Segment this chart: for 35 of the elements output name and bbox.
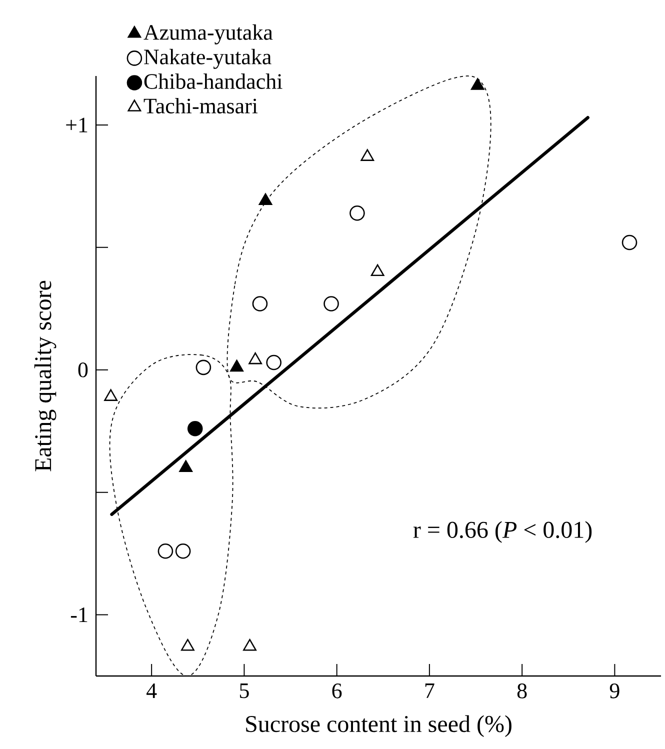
point	[470, 78, 484, 90]
point	[158, 543, 174, 559]
y-axis-title: Eating quality score	[34, 280, 56, 472]
point	[187, 421, 203, 436]
legend-label: Chiba-handachi	[144, 73, 282, 89]
point	[196, 360, 212, 376]
point	[370, 264, 384, 276]
x-tick-label: 4	[146, 684, 157, 698]
y-tick-label: -1	[70, 608, 88, 622]
legend-label: Tachi-masari	[144, 98, 258, 114]
x-tick-label: 7	[425, 684, 434, 698]
x-tick-label: 8	[517, 684, 527, 698]
y-tick-label: 0	[78, 362, 88, 378]
point	[104, 389, 118, 401]
annotation: r = 0.66 (P < 0.01)	[413, 521, 592, 543]
x-tick-label: 6	[332, 684, 342, 698]
legend-label: Nakate-yutaka	[144, 48, 272, 69]
x-tick-label: 9	[610, 684, 620, 698]
legend-label: Azuma-yutaka	[144, 24, 273, 44]
point	[230, 360, 244, 372]
point	[180, 638, 194, 651]
point	[622, 234, 638, 250]
x-axis-title: Sucrose content in seed (%)	[246, 715, 512, 738]
point	[179, 460, 193, 472]
point	[266, 354, 282, 370]
point	[175, 543, 191, 559]
point	[243, 638, 256, 651]
y-tick-label: +1	[66, 118, 88, 132]
point	[248, 352, 262, 364]
point	[252, 296, 268, 312]
x-tick-label: 5	[240, 684, 249, 698]
point	[324, 296, 339, 312]
point	[350, 205, 365, 221]
point	[360, 149, 374, 161]
point	[258, 193, 272, 206]
